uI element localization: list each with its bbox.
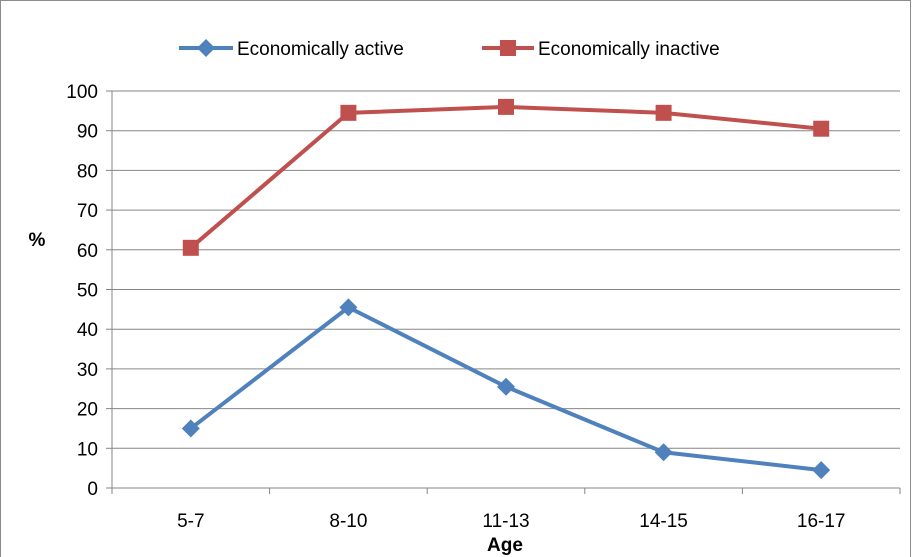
x-tick-label: 11-13 [482,511,529,532]
series [181,98,831,480]
data-point-marker [655,104,672,121]
y-tick-label: 70 [77,201,98,222]
y-tick-label: 50 [77,281,98,302]
legend-marker [500,40,516,56]
legend-label: Economically active [237,39,404,60]
y-tick-label: 90 [77,122,98,143]
x-tick-labels: 5-7 8-10 11-13 14-15 16-17 [177,511,845,532]
y-tick-label: 40 [77,320,98,341]
y-tick-label: 60 [77,241,98,262]
data-point-marker [182,239,199,256]
legend-item: Economically active [179,39,404,60]
data-point-marker [654,443,673,462]
gridlines [112,90,900,449]
y-axis-title: % [29,230,46,251]
x-tick-label: 8-10 [329,511,367,532]
x-tick-label: 5-7 [177,511,204,532]
y-tick-label: 20 [77,400,98,421]
x-axis-title: Age [487,535,523,556]
y-tick-labels: 0 10 20 30 40 50 60 70 80 90 100 [66,82,98,500]
y-tick-label: 80 [77,161,98,182]
y-tick-label: 10 [77,439,98,460]
data-point-marker [181,419,200,438]
series-economically-active [181,298,831,480]
data-point-marker [498,98,514,115]
data-point-marker [812,461,831,480]
data-point-marker [813,120,830,137]
data-point-marker [497,377,515,396]
legend-label: Economically inactive [538,39,720,60]
x-tick-label: 14-15 [639,511,688,532]
x-tick-label: 16-17 [797,511,846,532]
y-tick-label: 0 [87,479,98,500]
data-point-marker [339,298,358,317]
legend: Economically active Economically inactive [179,39,720,60]
y-tick-label: 30 [77,360,98,381]
legend-marker [197,39,215,57]
data-point-marker [340,104,357,121]
series-economically-inactive [182,98,830,256]
y-tick-label: 100 [66,82,98,103]
legend-item: Economically inactive [482,39,720,60]
axes [106,90,901,494]
